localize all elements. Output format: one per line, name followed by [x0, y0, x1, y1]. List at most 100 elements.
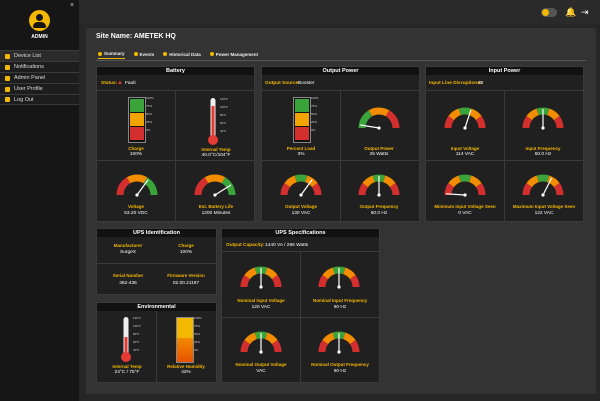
percent-load-label: Percent Load [286, 146, 316, 151]
sidebar-item-user-profile[interactable]: User Profile [0, 83, 79, 94]
gauge-hub [135, 193, 139, 197]
gauge-arc-segment [448, 175, 462, 188]
humidity-label: Relative Humidity [167, 364, 205, 369]
gauge-arc-segment [271, 274, 282, 288]
min-input-voltage-label: Minimum Input Voltage Seen [434, 204, 496, 209]
divider [426, 90, 583, 91]
gauge-hub [463, 193, 467, 197]
sidebar-item-notifications[interactable]: Notifications [0, 61, 79, 72]
gauge-arc-segment [362, 175, 376, 188]
nominal-output-voltage-value: VAC [256, 369, 266, 374]
nominal-output-voltage-gauge [240, 331, 282, 354]
nominal-output-frequency-label: Nominal Output Frequency [311, 362, 369, 367]
gauge-arc-segment [221, 177, 236, 196]
gauge-arc-segment [444, 115, 455, 129]
gauge-arc-segment [358, 110, 373, 129]
battery-charge-label: Charge [128, 146, 144, 151]
divider [504, 91, 505, 221]
gauge-hub [463, 126, 467, 130]
percent-load-gauge [293, 97, 311, 143]
input-frequency-label: Input Frequency [525, 146, 561, 151]
gauge-arc-segment [475, 182, 486, 196]
gauge-arc-segment [311, 182, 322, 196]
max-input-voltage-value: 122 VAC [534, 211, 554, 216]
sidebar-item-admin-panel[interactable]: Admin Panel [0, 72, 79, 83]
manufacturer-label: Manufacturer [113, 243, 143, 248]
gauge-arc-segment [389, 182, 400, 196]
user-icon [5, 86, 10, 92]
output-voltage-gauge [280, 174, 322, 197]
gauge-arc-segment [143, 177, 158, 196]
nominal-input-voltage-label: Nominal Input Voltage [237, 298, 285, 303]
gauge-arc-segment [264, 267, 278, 280]
battery-charge-value: 100% [129, 152, 143, 157]
nominal-output-frequency-value: 60 Hz [333, 369, 347, 374]
gauge-arc-segment [349, 274, 360, 288]
gauge-arc-segment [448, 108, 462, 121]
gauge-arc-segment [526, 108, 540, 121]
sidebar-item-log-out[interactable]: Log Out [0, 94, 79, 105]
divider [97, 263, 216, 264]
output-voltage-label: Output Voltage [285, 204, 317, 209]
gauge-arc-segment [126, 174, 148, 184]
list-icon [5, 53, 10, 59]
output-power-gauge [358, 107, 400, 130]
input-frequency-value: 60.0 Hz [534, 152, 552, 157]
divider [262, 90, 419, 91]
output-voltage-value: 130 VAC [291, 211, 311, 216]
bell-icon [5, 64, 10, 70]
input-voltage-gauge [444, 107, 486, 130]
output-capacity-label: Output Capacity: [226, 243, 265, 248]
gauge-arc-segment [458, 174, 472, 183]
output-power-value: 25 Watts [369, 152, 389, 157]
input-disruptions-value: 39 [478, 81, 484, 86]
gauge-hub [299, 193, 303, 197]
tab-power-management[interactable]: Power Management [209, 51, 258, 59]
bell-icon[interactable]: 🔔 [565, 7, 577, 17]
serial-number-value: 362-436 [119, 281, 137, 286]
logout-icon[interactable]: ⇥ [581, 7, 589, 17]
gauge-hub [541, 126, 545, 130]
gauge-arc-segment [194, 177, 209, 196]
gauge-arc-segment [318, 274, 329, 288]
battery-life-gauge [194, 174, 236, 197]
nominal-input-voltage-gauge [240, 266, 282, 289]
battery-voltage-gauge [116, 174, 158, 197]
battery-temp-value: 40.0°C/104°F [201, 153, 231, 158]
gauge-arc-segment [526, 175, 540, 188]
gauge-arc-segment [318, 339, 329, 353]
gauge-arc-segment [342, 332, 356, 345]
output-frequency-gauge [358, 174, 400, 197]
tab-summary[interactable]: Summary [98, 51, 125, 59]
gauge-needle [445, 193, 466, 196]
gauge-arc-segment [546, 175, 560, 188]
avatar [29, 10, 50, 31]
gauge-arc-segment [244, 267, 258, 280]
firmware-version-value: 02.00.21197 [172, 281, 200, 286]
battery-temp-label: Internal Temp [201, 147, 231, 152]
gauge-arc-segment [342, 267, 356, 280]
close-icon[interactable]: × [70, 2, 75, 9]
tab-events[interactable]: Events [133, 51, 154, 59]
theme-toggle[interactable] [541, 8, 557, 17]
sidebar-item-device-list[interactable]: Device List [0, 50, 79, 61]
ups-identification-card: UPS Identification [96, 228, 217, 295]
gauge-arc-segment [458, 107, 472, 116]
gauge-arc-segment [358, 182, 369, 196]
gauge-needle [136, 179, 149, 196]
nominal-input-voltage-value: 120 VAC [251, 305, 271, 310]
top-bar [79, 0, 600, 24]
input-power-title: Input Power [426, 67, 583, 75]
ups-charge-value: 100% [179, 250, 193, 255]
gauge-arc-segment [240, 274, 251, 288]
output-source-label: Output Source: [265, 81, 300, 86]
battery-status-label: Status: [101, 81, 118, 86]
output-frequency-label: Output Frequency [359, 204, 399, 209]
max-input-voltage-label: Maximum Input Voltage Seen [512, 204, 576, 209]
tab-historical-data[interactable]: Historical Data [163, 51, 201, 59]
humidity-gauge [176, 317, 194, 363]
gauge-arc-segment [468, 175, 482, 188]
divider [156, 311, 157, 382]
humidity-value: 42% [181, 370, 191, 375]
gauge-arc-segment [349, 339, 360, 353]
